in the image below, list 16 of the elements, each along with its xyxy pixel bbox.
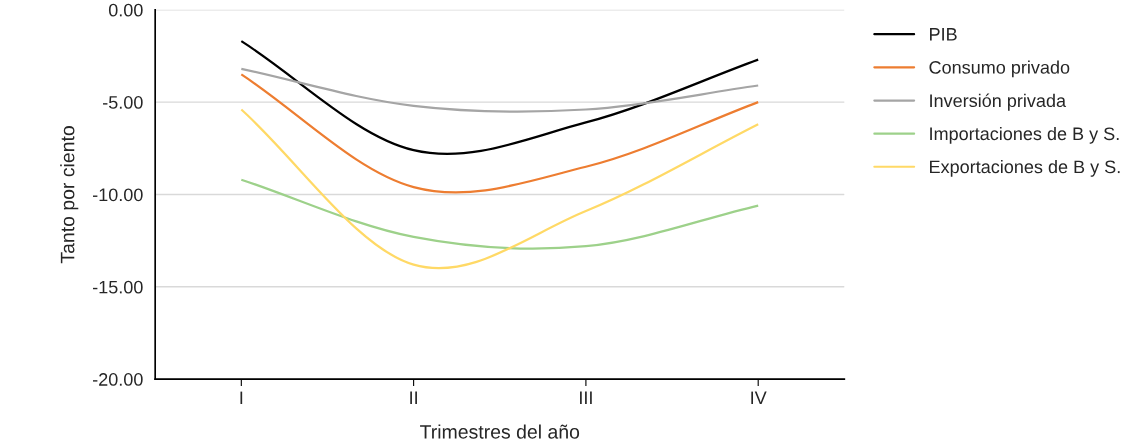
legend-label: Consumo privado xyxy=(929,60,1070,78)
y-axis-title: Tanto por ciento xyxy=(60,126,79,264)
y-tick-label: -15.00 xyxy=(92,280,143,294)
y-tick-label: -10.00 xyxy=(92,188,143,202)
y-tick-label: -5.00 xyxy=(103,96,143,109)
legend-label: Exportaciones de B y S. xyxy=(930,159,1120,177)
legend-label: PIB xyxy=(930,28,957,41)
x-tick-label: IV xyxy=(751,391,767,405)
y-tick-label: 0.00 xyxy=(108,3,143,17)
x-tick-label: II xyxy=(410,391,417,405)
x-tick-label: I xyxy=(240,391,243,405)
y-tick-label: -20.00 xyxy=(92,373,143,386)
legend-label: Inversión privada xyxy=(930,93,1067,111)
x-axis-title: Trimestres del año xyxy=(420,424,580,439)
x-tick-label: III xyxy=(580,391,592,405)
legend-label: Importaciones de B y S. xyxy=(930,126,1119,144)
